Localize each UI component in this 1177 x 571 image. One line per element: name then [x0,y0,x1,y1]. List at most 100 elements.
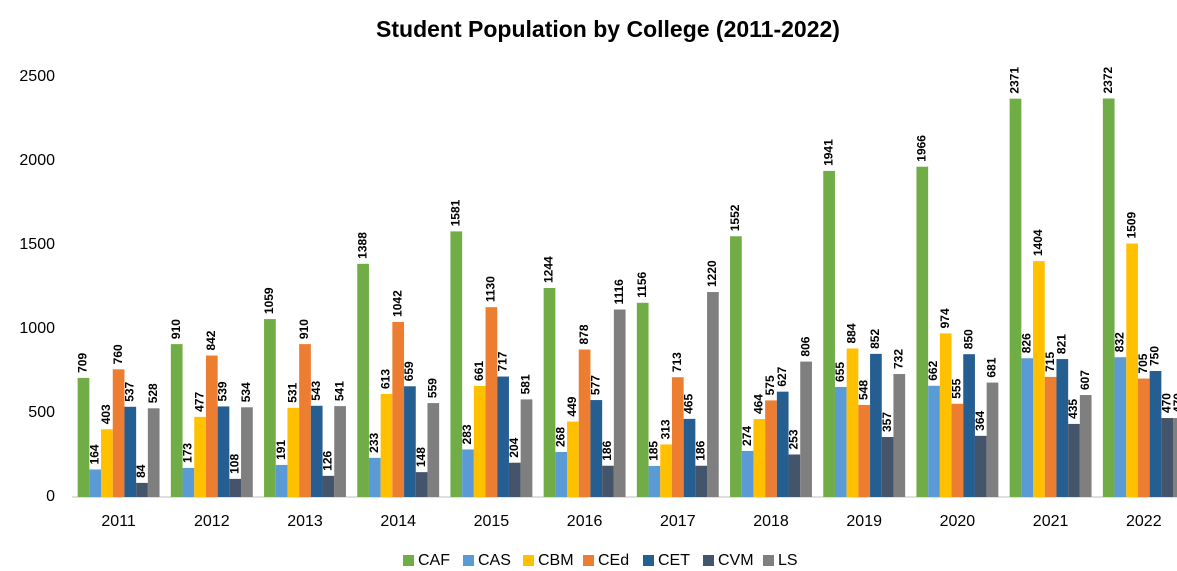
bar [1149,371,1162,497]
bar [602,465,614,497]
bar [450,231,463,497]
value-label: 274 [740,426,754,446]
value-label: 173 [181,443,195,463]
value-label: 821 [1054,334,1068,354]
value-label: 581 [519,374,533,394]
value-label: 268 [553,427,567,447]
x-tick-label: 2021 [1033,513,1069,530]
value-label: 204 [507,437,521,457]
value-label: 548 [856,380,870,400]
bar [707,292,719,497]
bar [543,288,556,497]
y-tick-label: 2500 [19,68,55,85]
value-label: 253 [787,429,801,449]
bar [415,472,428,497]
bar [368,457,381,497]
bar [229,478,242,497]
value-label: 1116 [612,279,626,305]
bar [101,429,113,497]
value-label: 1509 [1124,211,1138,238]
bar [1114,357,1127,497]
value-label: 607 [1078,370,1092,390]
value-label: 1404 [1031,229,1045,256]
value-label: 1244 [542,256,556,283]
bar [660,444,672,497]
value-label: 1130 [484,276,498,302]
value-label: 470 [1171,393,1177,413]
bar [217,406,230,497]
value-label: 435 [1066,399,1080,419]
value-label: 233 [367,433,381,453]
bar [334,406,346,497]
bar [462,449,474,497]
x-tick-label: 2013 [287,513,323,530]
value-label: 186 [693,440,707,460]
bar [916,166,929,497]
bar [275,464,288,497]
x-tick-label: 2011 [101,513,136,530]
bar [776,391,789,497]
value-label: 842 [204,330,218,350]
bar [264,319,276,497]
value-label: 1059 [262,287,276,314]
bar [741,450,754,497]
value-label: 577 [588,375,602,395]
value-label: 283 [460,424,474,444]
value-label: 185 [647,441,661,461]
bar [567,421,579,497]
bar [427,403,440,497]
value-label: 2372 [1101,66,1115,93]
bar [241,407,253,497]
bar [287,407,300,497]
bar [765,400,777,497]
x-tick-label: 2014 [380,513,416,530]
bar [986,382,999,497]
value-label: 826 [1019,333,1033,353]
bar [473,385,486,497]
value-label: 539 [216,381,230,401]
value-label: 84 [134,464,148,478]
value-label: 477 [192,392,206,412]
chart-title: Student Population by College (2011-2022… [376,16,840,42]
value-label: 1388 [355,232,369,259]
bar [939,333,952,497]
bar [77,377,90,497]
x-tick-label: 2018 [753,513,789,530]
bar [823,170,835,498]
value-label: 364 [973,411,987,431]
value-label: 1966 [914,135,928,162]
legend-label: CET [658,552,690,569]
y-tick-label: 500 [28,404,55,421]
x-tick-label: 2017 [660,513,696,530]
value-label: 715 [1043,352,1057,372]
bar [1033,261,1045,497]
bar [1068,423,1080,497]
value-label: 1941 [821,139,835,166]
x-tick-label: 2015 [474,513,510,530]
value-label: 705 [1136,353,1150,373]
value-label: 537 [122,381,136,401]
value-label: 470 [1159,393,1173,413]
y-tick-label: 2000 [19,152,55,169]
bar [870,353,882,497]
x-tick-label: 2016 [567,513,603,530]
value-label: 659 [402,361,416,381]
bar [1009,98,1022,497]
legend-swatch [523,555,534,566]
bar [590,400,603,497]
value-label: 713 [670,352,684,372]
legend-swatch [463,555,474,566]
value-label: 910 [169,319,183,339]
legend-swatch [703,555,714,566]
bar [928,385,940,497]
value-label: 541 [332,381,346,401]
value-label: 760 [111,344,125,364]
value-label: 1042 [390,290,404,317]
value-label: 1220 [705,260,719,287]
bar [834,386,847,497]
value-label: 709 [76,353,90,373]
value-label: 832 [1113,332,1127,352]
x-tick-label: 2019 [846,513,882,530]
value-label: 191 [274,440,288,460]
